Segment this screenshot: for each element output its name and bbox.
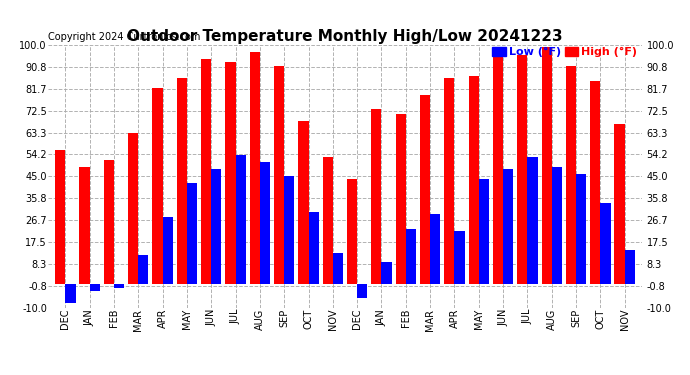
Bar [518,54,527,284]
Bar [493,50,503,284]
Bar [420,95,430,284]
Bar [298,122,308,284]
Bar [479,178,489,284]
Bar [371,110,382,284]
Text: Copyright 2024 Curtronics.com: Copyright 2024 Curtronics.com [48,32,201,42]
Bar [274,66,284,284]
Bar [469,76,479,284]
Bar [104,159,114,284]
Bar [260,162,270,284]
Bar [284,176,295,284]
Bar [576,174,586,284]
Bar [163,217,172,284]
Bar [323,157,333,284]
Bar [566,66,576,284]
Legend: Low (°F), High (°F): Low (°F), High (°F) [488,42,642,62]
Bar [600,202,611,284]
Bar [590,81,600,284]
Bar [444,78,455,284]
Bar [235,155,246,284]
Bar [90,284,100,291]
Bar [187,183,197,284]
Bar [382,262,392,284]
Bar [552,167,562,284]
Bar [114,284,124,288]
Bar [138,255,148,284]
Bar [201,59,211,284]
Bar [250,52,260,284]
Bar [128,133,138,284]
Bar [503,169,513,284]
Bar [308,212,319,284]
Bar [430,214,440,284]
Bar [455,231,464,284]
Title: Outdoor Temperature Monthly High/Low 20241223: Outdoor Temperature Monthly High/Low 202… [127,29,563,44]
Bar [395,114,406,284]
Bar [79,167,90,284]
Bar [624,250,635,284]
Bar [66,284,75,303]
Bar [211,169,221,284]
Bar [542,47,552,284]
Bar [357,284,367,298]
Bar [55,150,66,284]
Bar [177,78,187,284]
Bar [406,229,416,284]
Bar [152,88,163,284]
Bar [527,157,538,284]
Bar [615,124,624,284]
Bar [333,253,343,284]
Bar [226,62,235,284]
Bar [347,178,357,284]
